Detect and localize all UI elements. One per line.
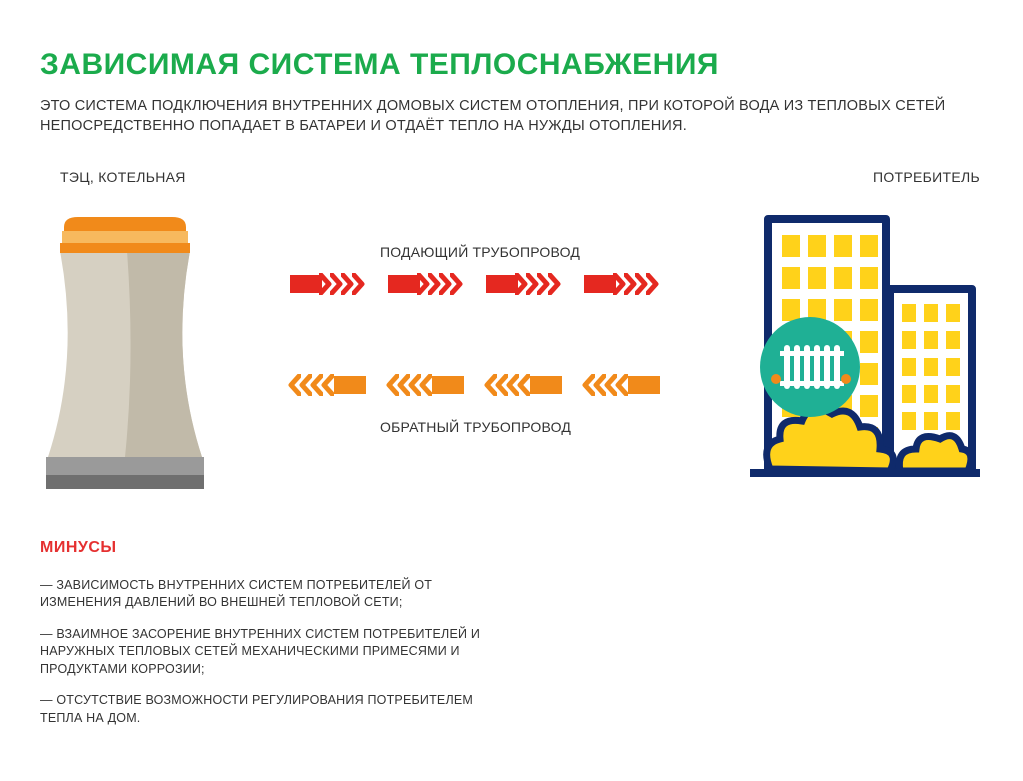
consumer-label: ПОТРЕБИТЕЛЬ [873,169,980,185]
return-flow [290,374,660,396]
flow-segment [584,374,660,396]
chevron-right-icon [516,374,530,396]
flow-bar [584,275,616,293]
supply-pipe-label: ПОДАЮЩИЙ ТРУБОПРОВОД [380,244,580,260]
chevron-right-icon [548,273,562,295]
supply-flow [290,273,660,295]
flow-segment [486,374,562,396]
flow-segment [290,374,366,396]
consumer-buildings-icon [750,199,980,499]
flow-segment [290,273,366,295]
flow-segment [486,273,562,295]
chevron-right-icon [352,273,366,295]
diagram: ТЭЦ, КОТЕЛЬНАЯ ПОТРЕБИТЕЛЬ ПОДАЮЩИЙ ТРУБ… [40,169,980,499]
plant-label: ТЭЦ, КОТЕЛЬНАЯ [60,169,186,185]
minuses-title: МИНУСЫ [40,539,500,557]
flow-bar [388,275,420,293]
flow-bar [334,376,366,394]
flow-segment [388,374,464,396]
flow-bar [432,376,464,394]
flow-segment [584,273,660,295]
minus-item: — ЗАВИСИМОСТЬ ВНУТРЕННИХ СИСТЕМ ПОТРЕБИТ… [40,577,500,612]
page-subtitle: ЭТО СИСТЕМА ПОДКЛЮЧЕНИЯ ВНУТРЕННИХ ДОМОВ… [40,96,970,137]
return-pipe-label: ОБРАТНЫЙ ТРУБОПРОВОД [380,419,571,435]
cooling-tower-icon [40,209,210,489]
minus-item: — ОТСУТСТВИЕ ВОЗМОЖНОСТИ РЕГУЛИРОВАНИЯ П… [40,692,500,727]
page-title: ЗАВИСИМАЯ СИСТЕМА ТЕПЛОСНАБЖЕНИЯ [40,48,983,82]
flow-bar [628,376,660,394]
minuses-section: МИНУСЫ — ЗАВИСИМОСТЬ ВНУТРЕННИХ СИСТЕМ П… [40,539,500,728]
flow-bar [530,376,562,394]
chevron-right-icon [614,374,628,396]
chevron-right-icon [320,374,334,396]
flow-segment [388,273,464,295]
flow-bar [486,275,518,293]
chevron-right-icon [646,273,660,295]
flow-bar [290,275,322,293]
minus-item: — ВЗАИМНОЕ ЗАСОРЕНИЕ ВНУТРЕННИХ СИСТЕМ П… [40,626,500,679]
chevron-right-icon [418,374,432,396]
chevron-right-icon [450,273,464,295]
